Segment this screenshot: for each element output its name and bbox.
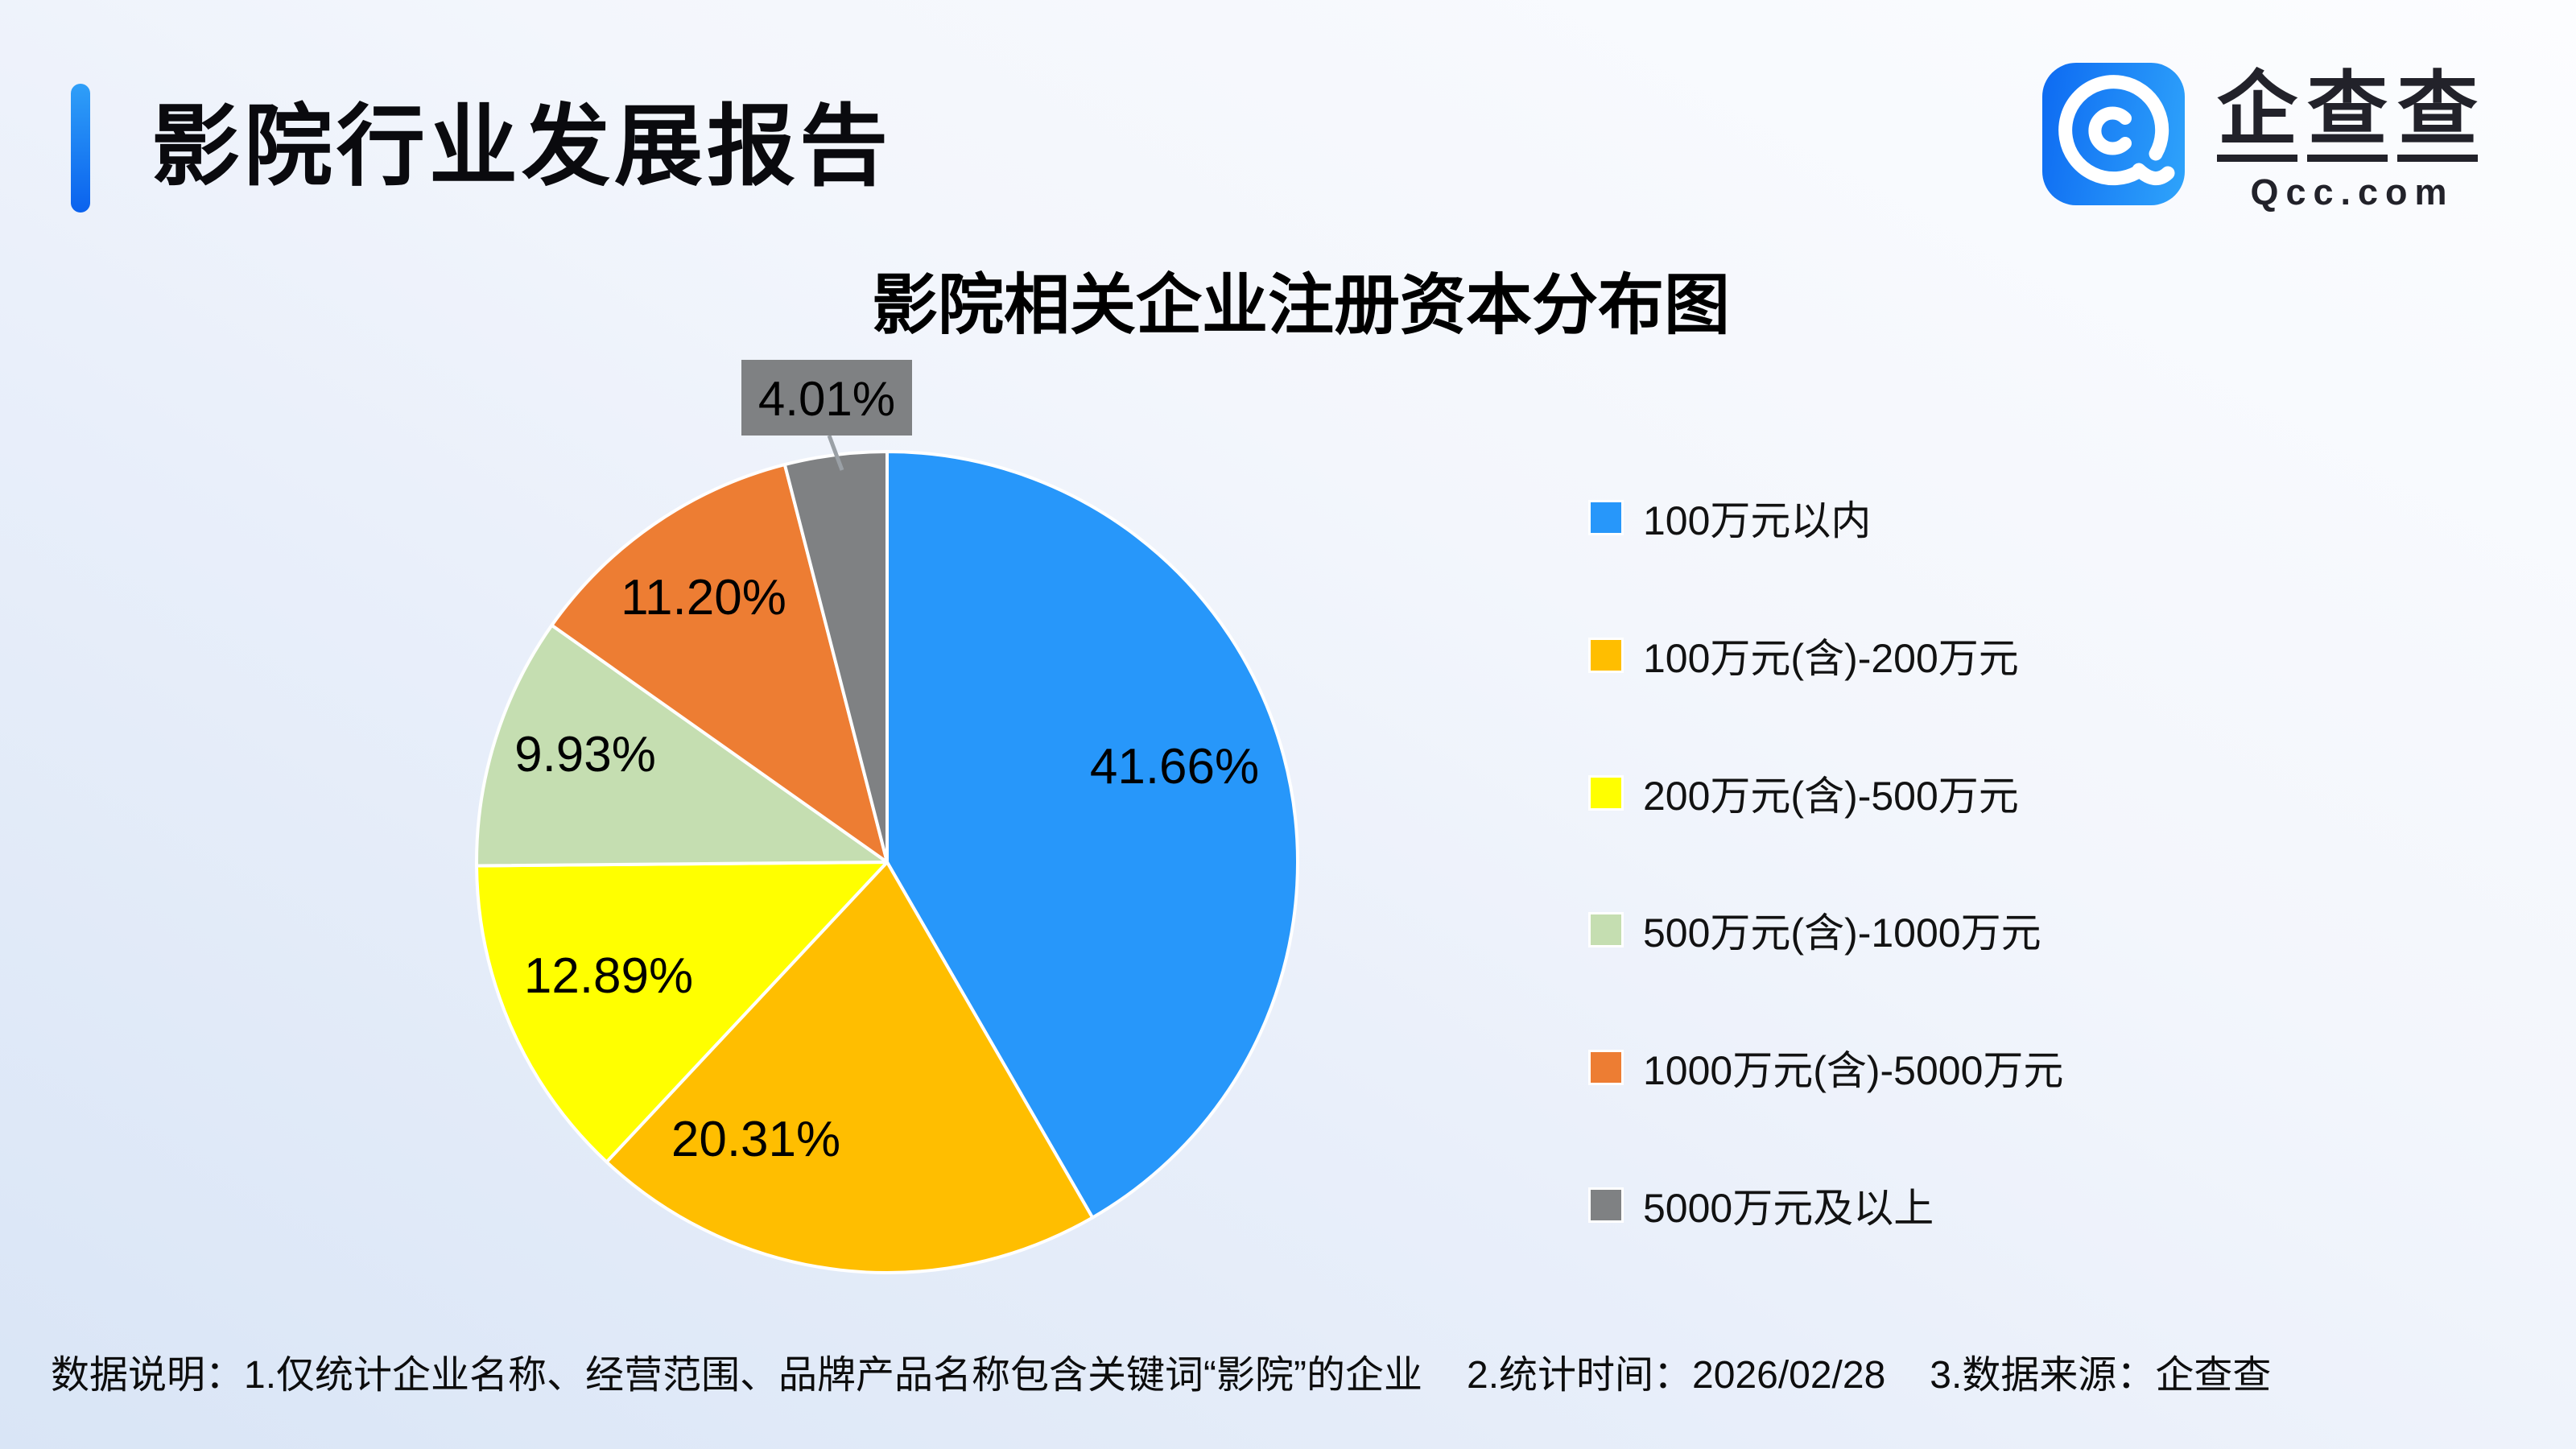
title-accent-bar [71, 84, 90, 213]
pie-slice-4[interactable] [550, 463, 889, 864]
pie-label-box [741, 360, 912, 436]
footnote-date: 2.统计时间：2026/02/28 [1467, 1354, 1886, 1397]
pie-slice-2[interactable] [475, 861, 889, 1164]
legend-swatch-icon [1588, 1187, 1624, 1223]
footnote-scope: 数据说明：1.仅统计企业名称、经营范围、品牌产品名称包含关键词“影院”的企业 [51, 1354, 1423, 1397]
data-footnote: 数据说明：1.仅统计企业名称、经营范围、品牌产品名称包含关键词“影院”的企业 2… [51, 1343, 2271, 1399]
legend-swatch-icon [1588, 775, 1624, 811]
pie-value-label: 41.66% [1090, 739, 1259, 795]
pie-slice-1[interactable] [605, 861, 1095, 1274]
pie-slice-0[interactable] [886, 450, 1299, 1220]
qcc-char: 查 [2307, 69, 2388, 162]
legend-label: 1000万元(含)-5000万元 [1643, 1048, 2064, 1093]
legend-label: 100万元以内 [1643, 498, 1872, 543]
qcc-domain: Qcc.com [2250, 171, 2454, 213]
qcc-char: 查 [2397, 69, 2478, 162]
legend-item-3[interactable]: 500万元(含)-1000万元 [1588, 901, 2041, 959]
chart-title: 影院相关企业注册资本分布图 [871, 269, 1730, 342]
legend-item-5[interactable]: 5000万元及以上 [1588, 1176, 1934, 1234]
pie-label-leader-line [827, 435, 844, 471]
legend-label: 500万元(含)-1000万元 [1643, 910, 2041, 956]
pie-value-label: 4.01% [758, 372, 895, 426]
page-title: 影院行业发展报告 [151, 97, 892, 196]
legend-item-2[interactable]: 200万元(含)-500万元 [1588, 764, 2019, 822]
legend-label: 5000万元及以上 [1643, 1186, 1934, 1231]
qcc-char: 企 [2217, 69, 2297, 162]
pie-slice-3[interactable] [475, 623, 889, 868]
legend-swatch-icon [1588, 500, 1624, 535]
qcc-logo-text: 企查查 Qcc.com [2217, 63, 2487, 213]
pie-value-label: 20.31% [671, 1112, 840, 1167]
pie-chart: 41.66% 20.31% 12.89% 9.93% 11.20% 4.01% [435, 338, 1352, 1304]
pie-value-label: 11.20% [621, 570, 786, 625]
pie-value-label: 9.93% [514, 727, 656, 782]
pie-value-label: 12.89% [524, 948, 693, 1004]
qcc-logo[interactable]: 企查查 Qcc.com [2042, 63, 2487, 213]
legend-item-1[interactable]: 100万元(含)-200万元 [1588, 626, 2019, 684]
legend-label: 200万元(含)-500万元 [1643, 774, 2019, 819]
chart-legend: 100万元以内 100万元(含)-200万元 200万元(含)-500万元 500万元… [1588, 0, 2200, 1449]
legend-item-0[interactable]: 100万元以内 [1588, 489, 1871, 547]
legend-swatch-icon [1588, 1050, 1624, 1085]
qcc-logo-name: 企查查 [2217, 69, 2487, 162]
legend-swatch-icon [1588, 638, 1624, 673]
footnote-source: 3.数据来源：企查查 [1930, 1354, 2272, 1397]
legend-swatch-icon [1588, 912, 1624, 947]
qcc-q-icon [2042, 63, 2185, 205]
legend-item-4[interactable]: 1000万元(含)-5000万元 [1588, 1038, 2063, 1096]
legend-label: 100万元(含)-200万元 [1643, 636, 2019, 681]
